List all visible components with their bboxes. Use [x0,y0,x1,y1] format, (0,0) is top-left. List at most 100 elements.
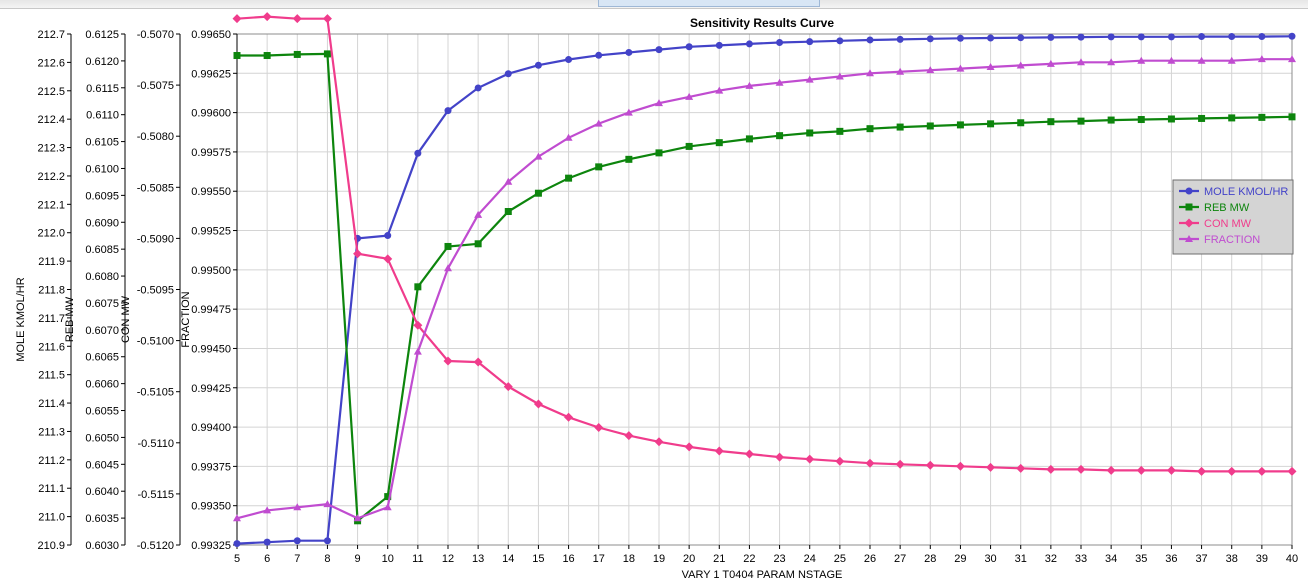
x-tick-label: 40 [1286,553,1298,565]
legend[interactable]: MOLE KMOL/HR REB MW CON MW FRACTION [1172,179,1294,255]
con-tick-label: -0.5095 [137,285,174,297]
point-reb-mw [1228,114,1236,122]
point-con-mw [353,249,363,259]
point-fraction [474,210,483,218]
point-con-mw [624,431,634,441]
frac-tick-label: 0.99325 [191,540,231,552]
point-reb-mw [1017,119,1025,127]
reb-tick-label: 0.6100 [85,163,119,175]
point-con-mw [1106,465,1116,475]
mole-tick-label: 211.8 [38,285,65,297]
point-reb-mw [1258,113,1266,121]
point-reb-mw [866,125,874,133]
point-con-mw [1136,465,1146,475]
point-con-mw [1076,464,1086,474]
mole-tick-label: 211.2 [38,455,65,467]
point-fraction [293,503,302,511]
point-mole-kmol-hr [233,540,241,548]
legend-swatch-marker [1185,203,1193,211]
series-mole-kmol-hr [233,32,1296,548]
point-fraction [715,86,724,94]
x-tick-label: 31 [1015,553,1027,565]
reb-tick-label: 0.6060 [85,379,119,391]
point-reb-mw [836,127,844,135]
x-tick-label: 8 [324,553,330,565]
point-fraction [1167,56,1176,64]
reb-tick-label: 0.6125 [85,29,119,41]
x-tick-label: 6 [264,553,270,565]
mole-tick-label: 212.6 [37,57,65,69]
reb-tick-label: 0.6120 [85,56,119,68]
point-reb-mw [1198,114,1206,122]
mole-tick-label: 211.0 [38,512,65,524]
point-mole-kmol-hr [1077,33,1085,41]
point-con-mw [744,449,754,459]
mole-tick-label: 212.4 [37,114,65,126]
point-con-mw [805,454,815,464]
point-fraction [835,72,844,80]
point-mole-kmol-hr [896,35,904,43]
con-tick-label: -0.5115 [138,489,175,501]
point-con-mw [955,461,965,471]
point-mole-kmol-hr [1228,33,1236,41]
point-reb-mw [534,189,542,197]
point-mole-kmol-hr [715,41,723,49]
point-con-mw [443,356,453,366]
window-tab[interactable] [598,0,820,7]
mole-tick-label: 211.5 [38,370,65,382]
point-fraction [534,152,543,160]
point-con-mw [986,462,996,472]
series-fraction [233,55,1296,522]
point-reb-mw [1047,118,1055,126]
point-reb-mw [233,52,241,60]
point-con-mw [775,452,785,462]
point-fraction [1257,55,1266,63]
point-con-mw [714,446,724,456]
point-con-mw [1257,466,1267,476]
point-con-mw [1197,466,1207,476]
x-tick-label: 17 [593,553,605,565]
point-fraction [866,69,874,77]
reb-tick-label: 0.6070 [85,325,119,337]
point-mole-kmol-hr [1258,33,1266,41]
point-fraction [444,264,452,272]
x-tick-label: 38 [1226,553,1238,565]
point-mole-kmol-hr [625,48,633,56]
con-tick-label: -0.5120 [137,540,174,552]
point-con-mw [383,254,393,264]
point-mole-kmol-hr [565,56,573,64]
point-con-mw [564,412,574,422]
x-tick-label: 23 [773,553,785,565]
x-tick-label: 33 [1075,553,1087,565]
x-axis-title: VARY 1 T0404 PARAM NSTAGE [682,569,843,581]
point-fraction [624,108,633,116]
reb-tick-label: 0.6080 [85,271,119,283]
mole-tick-label: 211.1 [38,483,65,495]
series-line-fraction [236,58,1292,520]
point-reb-mw [1137,116,1145,124]
point-con-mw [684,442,694,452]
frac-tick-label: 0.99525 [191,226,231,238]
frac-tick-label: 0.99350 [191,501,231,513]
point-reb-mw [776,132,784,140]
series-reb-mw [233,50,1296,525]
mole-tick-label: 211.4 [38,398,65,410]
x-tick-label: 34 [1105,553,1117,565]
reb-tick-label: 0.6030 [85,540,119,552]
con-tick-label: -0.5075 [137,80,174,92]
reb-tick-label: 0.6105 [85,137,119,149]
point-con-mw [835,456,845,466]
point-fraction [1077,58,1085,66]
point-fraction [775,78,784,86]
x-tick-label: 35 [1135,553,1147,565]
mole-tick-label: 212.5 [37,86,65,98]
x-tick-label: 14 [502,553,514,565]
point-mole-kmol-hr [655,46,663,54]
frac-tick-label: 0.99425 [191,383,231,395]
point-mole-kmol-hr [293,537,301,545]
point-reb-mw [896,123,904,131]
point-reb-mw [504,208,512,216]
frac-tick-label: 0.99400 [191,422,231,434]
legend-swatch-marker [1185,235,1193,242]
mole-tick-label: 211.9 [38,256,65,268]
